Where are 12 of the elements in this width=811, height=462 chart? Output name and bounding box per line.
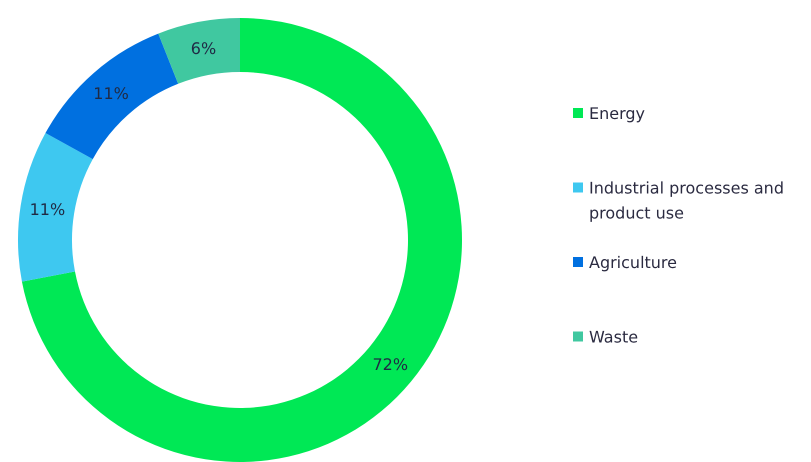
legend-label: Agriculture: [589, 252, 677, 272]
data-label: 72%: [372, 354, 408, 374]
data-label: 6%: [190, 38, 216, 58]
donut-slice: [45, 34, 178, 160]
legend-label: Waste: [589, 327, 638, 346]
data-label: 11%: [93, 84, 129, 104]
donut-slice: [22, 18, 462, 462]
legend-label: Industrial processes and product use: [589, 178, 784, 222]
legend-label: Energy: [589, 104, 646, 122]
donut-slice: [158, 18, 240, 84]
donut-slice: [18, 133, 93, 282]
data-label: 11%: [30, 200, 66, 219]
